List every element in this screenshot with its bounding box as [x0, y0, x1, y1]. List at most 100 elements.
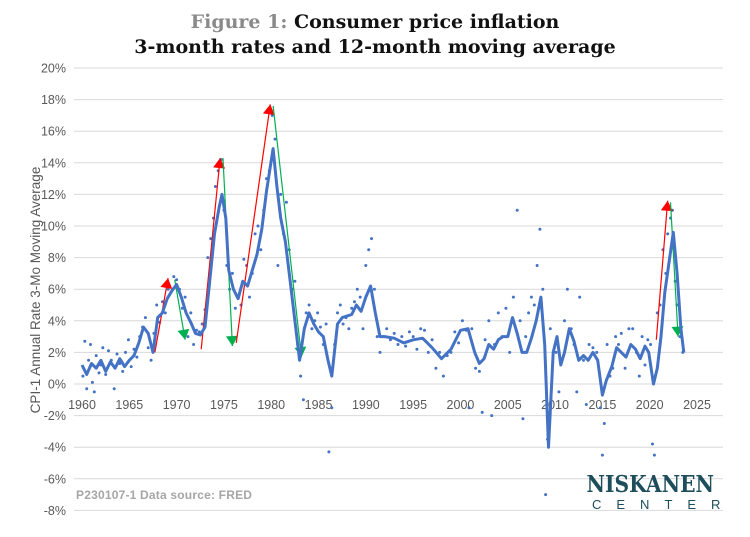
data-point [135, 355, 139, 359]
data-point [367, 248, 371, 252]
scatter-series [81, 113, 685, 497]
arrow-shaft [272, 105, 303, 358]
arrow-shaft [669, 202, 679, 337]
data-point [385, 327, 389, 331]
y-tick-label: 12% [41, 188, 66, 202]
data-point [521, 417, 525, 421]
data-point [595, 350, 599, 354]
data-point [415, 347, 419, 351]
data-point [279, 192, 283, 196]
data-point [97, 371, 101, 375]
data-point [392, 331, 396, 335]
y-tick-label: -6% [44, 472, 66, 486]
data-point [253, 232, 257, 236]
data-point [487, 319, 491, 323]
data-point [324, 322, 328, 326]
data-point [301, 398, 305, 402]
data-point [529, 295, 533, 299]
data-point [310, 327, 314, 331]
title-line-2: 3-month rates and 12-month moving averag… [134, 36, 616, 58]
x-tick-label: 1970 [163, 398, 191, 412]
data-point [248, 295, 251, 299]
data-point [544, 493, 548, 497]
data-point [175, 278, 179, 282]
data-point [129, 365, 133, 369]
data-point [557, 390, 561, 394]
y-tick-label: -4% [44, 441, 66, 455]
data-point [640, 335, 644, 339]
data-point [90, 380, 94, 384]
y-tick-label: 14% [41, 156, 66, 170]
data-point [155, 303, 159, 307]
y-tick-label: 18% [41, 93, 66, 107]
data-point [92, 390, 96, 394]
data-point [256, 224, 260, 228]
x-tick-label: 1965 [115, 398, 143, 412]
data-point [375, 335, 379, 339]
data-point [400, 335, 404, 339]
data-point [353, 300, 356, 304]
data-point [631, 327, 635, 331]
data-point [112, 387, 116, 391]
data-point [87, 358, 91, 362]
data-point [396, 343, 400, 346]
data-point [538, 227, 542, 231]
data-point [364, 264, 368, 267]
arrow-head [660, 200, 673, 212]
data-point [336, 311, 339, 315]
x-tick-label: 2000 [447, 398, 475, 412]
data-point [575, 390, 579, 394]
data-point [426, 350, 430, 354]
data-point [582, 358, 585, 362]
data-point [200, 322, 204, 326]
data-point [411, 335, 415, 339]
fall-arrow [222, 158, 238, 347]
data-point [541, 287, 545, 291]
x-tick-label: 1990 [352, 398, 380, 412]
data-point [419, 327, 423, 331]
data-point [651, 442, 654, 446]
data-point [584, 403, 588, 406]
arrow-shaft [235, 104, 271, 344]
data-point [121, 369, 125, 373]
data-point [623, 366, 627, 370]
data-point [649, 343, 653, 346]
data-point [535, 264, 539, 267]
x-tick-label: 2005 [494, 398, 522, 412]
y-axis-ticks: 20% 18% 16% 14% 12% 10% 8% 6% 4% 2% 0% -2% -4% -6% -8% [41, 62, 66, 518]
data-point [527, 311, 531, 315]
data-point [587, 343, 591, 346]
y-tick-label: 20% [41, 62, 66, 76]
data-point [441, 374, 445, 378]
data-point [474, 366, 478, 370]
data-point [327, 450, 331, 454]
data-point [378, 350, 382, 354]
data-point [554, 350, 558, 354]
y-tick-label: 10% [41, 220, 66, 234]
x-tick-label: 1985 [305, 398, 333, 412]
x-tick-label: 2020 [636, 398, 664, 412]
data-point [83, 339, 87, 343]
arrow-head [177, 328, 190, 340]
rise-arrow [655, 200, 673, 340]
data-point [307, 303, 311, 307]
data-point [460, 319, 464, 323]
data-point [146, 346, 150, 350]
data-point [293, 279, 297, 283]
data-point [652, 453, 656, 457]
logo-wordmark: NISKANEN [586, 471, 715, 498]
rise-arrow [200, 158, 226, 350]
data-point [143, 316, 147, 320]
data-point [233, 306, 237, 310]
x-axis-ticks: 1960 1965 1970 1975 1980 1985 1990 1995 2000 2005… [68, 398, 711, 412]
gridlines [74, 67, 723, 511]
data-point [434, 366, 438, 370]
data-point [206, 256, 210, 260]
rise-arrow [235, 104, 275, 344]
data-point [515, 208, 519, 212]
arrow-head [160, 278, 173, 290]
arrow-head [262, 104, 275, 116]
data-point [483, 338, 487, 342]
data-point [163, 311, 167, 315]
y-tick-label: 0% [48, 378, 66, 392]
